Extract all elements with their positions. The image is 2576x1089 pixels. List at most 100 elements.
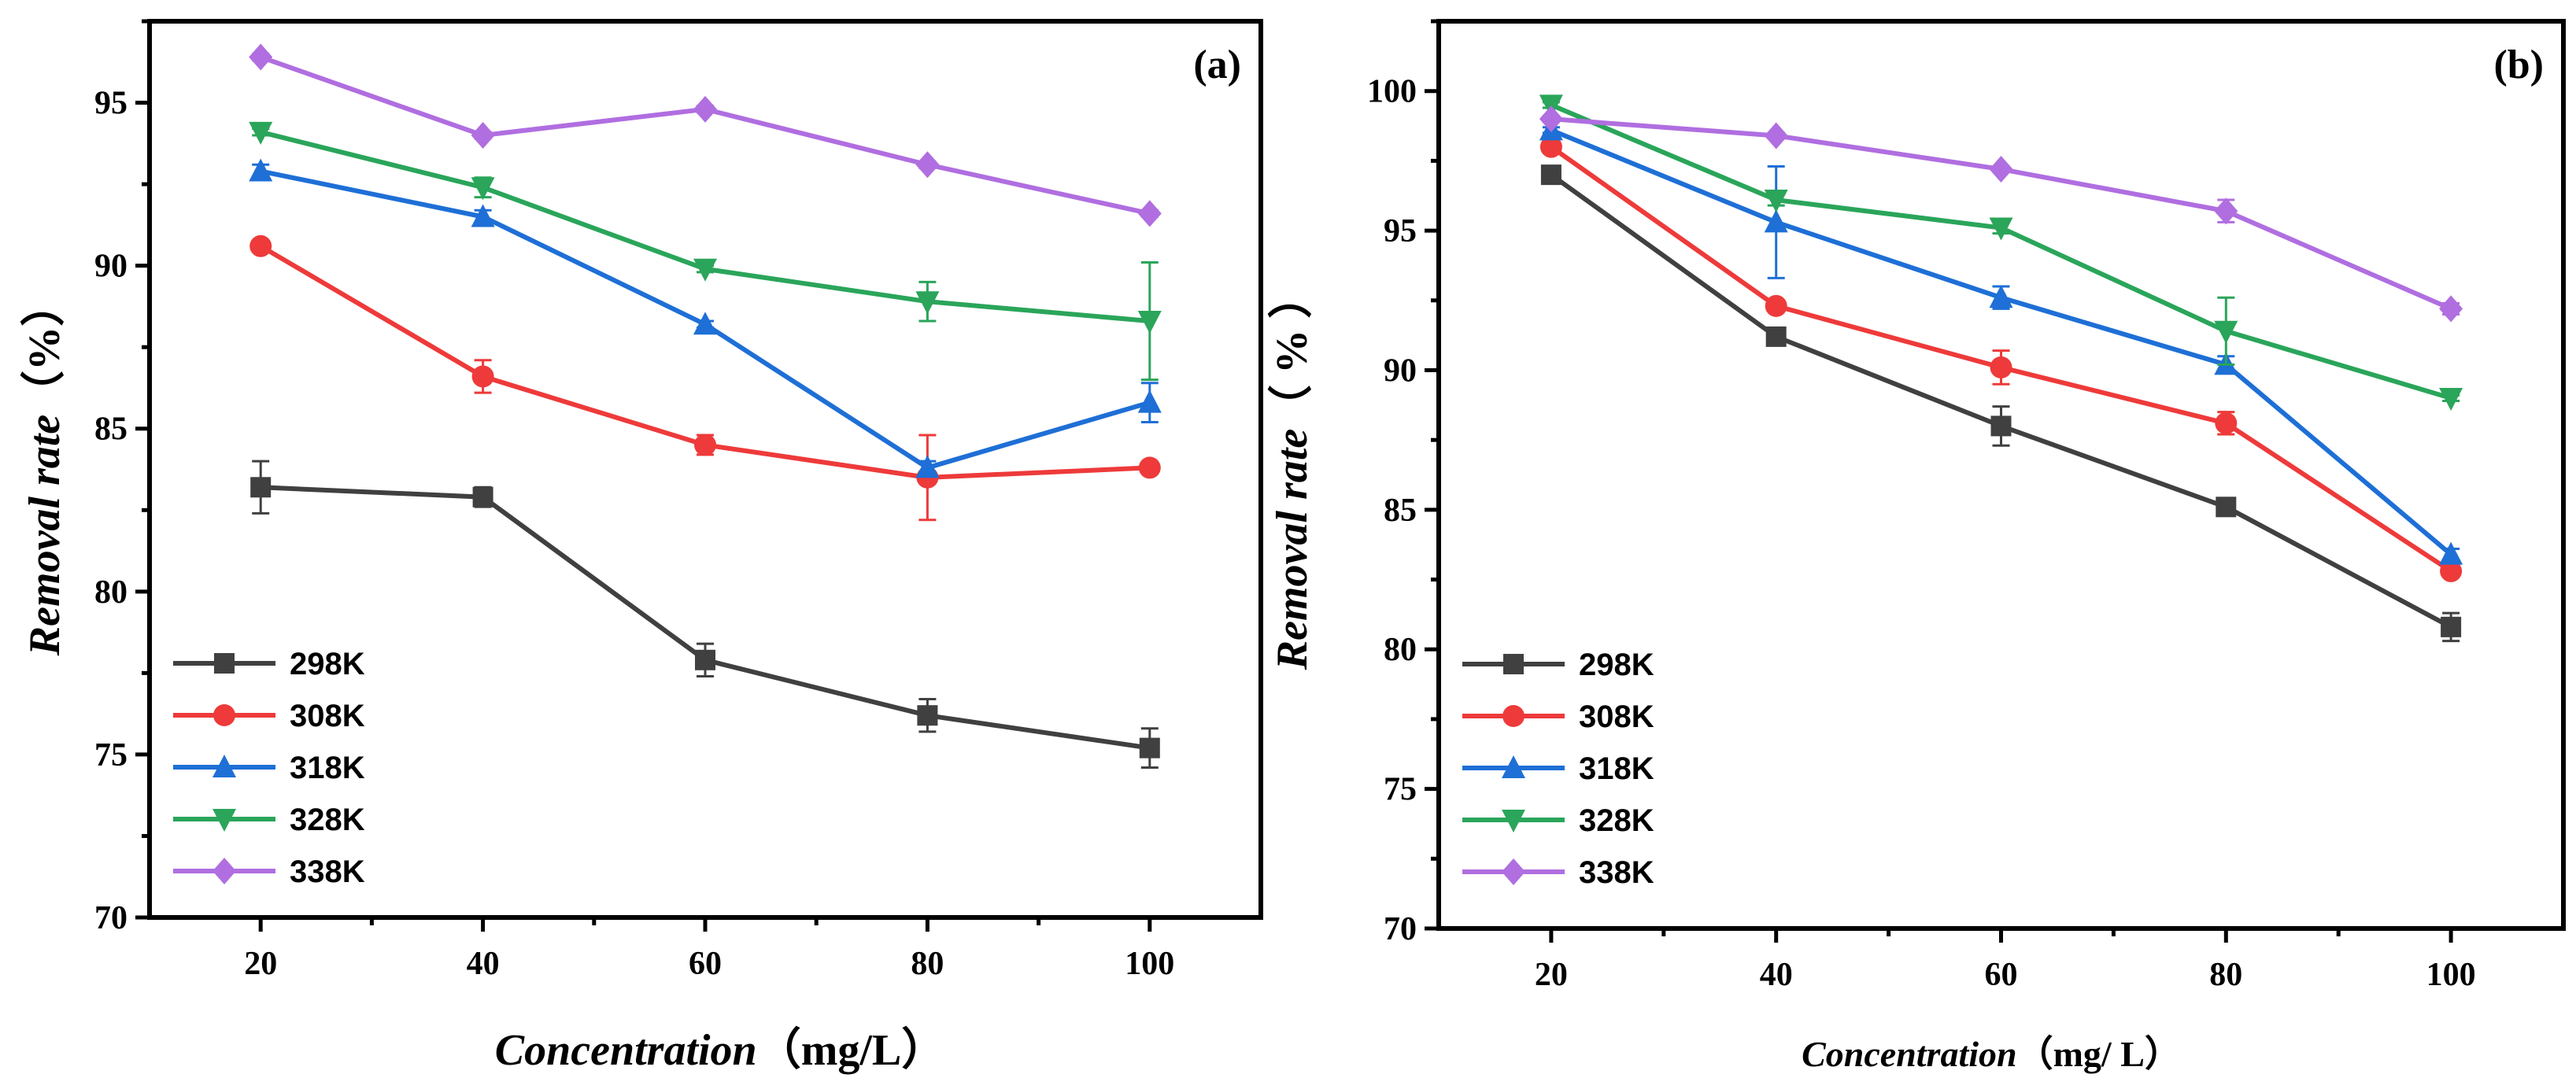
data-point bbox=[1990, 415, 2012, 437]
data-point bbox=[1540, 164, 1561, 186]
y-axis-title-text: Removal rate bbox=[1268, 429, 1317, 670]
data-point bbox=[250, 477, 272, 498]
data-point bbox=[1764, 122, 1788, 150]
series-318K bbox=[1539, 117, 2463, 565]
data-point bbox=[1539, 105, 1563, 133]
series-line bbox=[260, 129, 1151, 324]
x-axis-title: Concentration（mg/L） bbox=[495, 1025, 946, 1075]
data-point bbox=[1137, 311, 1162, 334]
data-point bbox=[1764, 209, 1788, 233]
x-axis-title: Concentration（mg/ L） bbox=[1802, 1034, 2181, 1074]
data-point bbox=[2214, 320, 2238, 344]
y-tick-label: 80 bbox=[94, 574, 128, 611]
y-tick-label: 75 bbox=[94, 737, 128, 773]
legend-marker bbox=[213, 755, 236, 777]
x-axis-title-text: Concentration bbox=[1802, 1034, 2017, 1074]
data-point bbox=[694, 434, 716, 456]
legend-marker bbox=[213, 704, 235, 726]
data-point bbox=[1989, 285, 2013, 308]
y-tick-label: 85 bbox=[94, 412, 128, 448]
panel-a: 20 40 60 80 100707580859095(a)Concentration（… bbox=[20, 19, 1263, 1075]
legend-item: 298K bbox=[173, 647, 365, 681]
data-point bbox=[2439, 387, 2463, 411]
legend-marker bbox=[1502, 705, 1525, 727]
y-tick-label: 100 bbox=[1367, 74, 1417, 110]
x-tick-label: 100 bbox=[1125, 946, 1174, 982]
legend-label: 328K bbox=[1579, 803, 1654, 838]
data-point bbox=[471, 365, 494, 388]
data-point bbox=[915, 455, 940, 478]
legend-item: 338K bbox=[173, 855, 365, 889]
data-point bbox=[693, 312, 717, 335]
series-308K bbox=[1539, 135, 2463, 582]
series-298K bbox=[250, 460, 1160, 769]
series-line bbox=[261, 485, 1151, 751]
series-338K bbox=[249, 43, 1162, 227]
data-point bbox=[2215, 412, 2238, 434]
x-tick-label: 80 bbox=[2209, 957, 2242, 993]
legend-item: 308K bbox=[1462, 700, 1654, 734]
data-point bbox=[2440, 559, 2463, 582]
data-point bbox=[1137, 389, 1162, 413]
legend-marker bbox=[1502, 810, 1525, 832]
legend-label: 338K bbox=[1579, 855, 1654, 890]
data-point bbox=[1765, 294, 1787, 317]
data-point bbox=[249, 43, 273, 71]
x-axis-unit: （mg/ L） bbox=[2017, 1034, 2181, 1074]
legend-label: 298K bbox=[1579, 648, 1654, 682]
y-tick-label: 95 bbox=[94, 86, 128, 122]
data-point bbox=[2441, 616, 2462, 637]
data-point bbox=[471, 121, 495, 149]
data-point bbox=[472, 486, 493, 508]
legend-marker bbox=[1502, 858, 1525, 885]
x-tick-label: 80 bbox=[911, 946, 944, 982]
data-point bbox=[249, 158, 273, 182]
data-point bbox=[1764, 190, 1788, 213]
series-318K bbox=[249, 158, 1162, 478]
data-point bbox=[249, 234, 272, 257]
data-point bbox=[249, 121, 273, 145]
legend-marker bbox=[213, 809, 236, 832]
data-point bbox=[1137, 200, 1162, 227]
legend-item: 328K bbox=[173, 803, 365, 837]
legend-label: 308K bbox=[1579, 700, 1654, 734]
y-axis-unit: （%） bbox=[20, 282, 69, 415]
data-point bbox=[917, 705, 938, 726]
x-tick-label: 20 bbox=[1535, 957, 1568, 993]
x-tick-label: 60 bbox=[1985, 957, 2018, 993]
legend-item: 328K bbox=[1462, 803, 1654, 838]
series-line bbox=[1550, 127, 2453, 556]
legend-label: 328K bbox=[290, 803, 365, 837]
legend-marker bbox=[214, 653, 235, 674]
y-tick-label: 70 bbox=[1384, 911, 1417, 947]
y-tick-label: 75 bbox=[1384, 772, 1417, 808]
x-tick-label: 40 bbox=[467, 946, 500, 982]
data-point bbox=[1989, 217, 2013, 241]
legend-item: 308K bbox=[173, 699, 365, 733]
legend-marker bbox=[1502, 755, 1525, 778]
data-point bbox=[471, 204, 495, 227]
legend-label: 318K bbox=[1579, 751, 1654, 786]
x-axis-title-text: Concentration bbox=[495, 1026, 757, 1075]
x-tick-label: 100 bbox=[2426, 957, 2476, 993]
y-axis-title: Removal rate（ % ） bbox=[1267, 275, 1317, 670]
data-point bbox=[1139, 737, 1160, 759]
panel-label: (b) bbox=[2493, 42, 2544, 87]
data-point bbox=[2214, 197, 2238, 225]
legend-label: 338K bbox=[290, 855, 365, 889]
series-298K bbox=[1540, 164, 2462, 643]
legend-item: 338K bbox=[1462, 855, 1654, 890]
data-point bbox=[1138, 456, 1161, 479]
y-tick-label: 90 bbox=[94, 249, 128, 285]
legend-item: 318K bbox=[1462, 751, 1654, 786]
series-328K bbox=[249, 121, 1162, 382]
series-line bbox=[1550, 116, 2452, 312]
data-point bbox=[1539, 135, 1562, 158]
x-axis-unit: （mg/L） bbox=[757, 1025, 946, 1075]
legend-label: 298K bbox=[290, 647, 365, 681]
legend-marker bbox=[213, 858, 236, 884]
y-axis-title: Removal rate（%） bbox=[20, 282, 69, 656]
y-tick-label: 70 bbox=[94, 900, 128, 936]
data-point bbox=[2439, 295, 2463, 323]
